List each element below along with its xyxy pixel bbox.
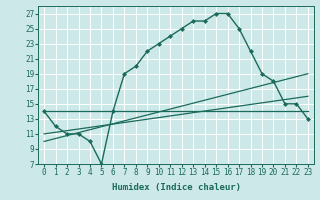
X-axis label: Humidex (Indice chaleur): Humidex (Indice chaleur): [111, 183, 241, 192]
